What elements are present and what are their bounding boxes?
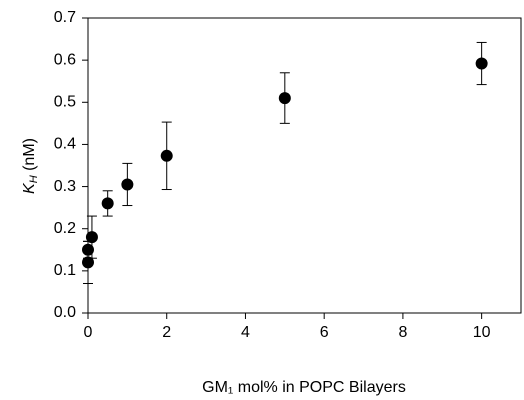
y-tick-label: 0.5 (54, 94, 76, 111)
y-label-sub: H (28, 175, 40, 183)
x-tick-label: 0 (84, 324, 93, 341)
y-tick-label: 0.3 (54, 178, 76, 195)
point (82, 243, 94, 256)
x-tick-label: 2 (162, 324, 171, 341)
point (82, 256, 94, 269)
x-tick-label: 6 (320, 324, 329, 341)
y-tick-label: 0.6 (54, 51, 76, 68)
y-tick-label: 0.4 (54, 136, 76, 153)
point (475, 57, 488, 70)
y-label-rest: (nM) (21, 138, 38, 175)
y-tick-label: 0.2 (54, 220, 76, 237)
x-tick-label: 4 (241, 324, 250, 341)
x-tick-label: 8 (398, 324, 407, 341)
y-axis-label: KH (nM) (21, 138, 40, 194)
x-axis-label: GM₁ mol% in POPC Bilayers (202, 379, 406, 396)
y-tick-label: 0.7 (54, 9, 76, 26)
plot-frame (87, 17, 522, 314)
point (121, 178, 134, 191)
y-tick-label: 0.0 (54, 304, 76, 321)
point (85, 231, 98, 244)
x-tick-label: 10 (473, 324, 491, 341)
point (278, 92, 291, 105)
y-label-main: K (21, 182, 38, 194)
y-tick-label: 0.1 (54, 262, 76, 279)
point (101, 197, 114, 210)
point (160, 149, 173, 162)
